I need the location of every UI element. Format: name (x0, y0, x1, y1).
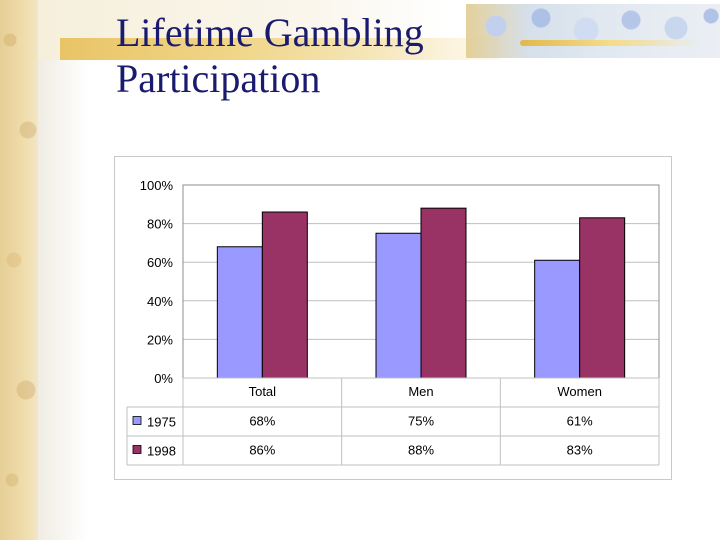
flower-decoration (466, 4, 720, 58)
chart-container: 0% 20% 40% 60% 80% 100% Total Men Women 1975 68% 75… (114, 156, 672, 480)
legend-label-1998: 1998 (147, 444, 176, 459)
data-table-value: 75% (408, 414, 434, 429)
bar-1975 (216, 246, 263, 379)
bar-1998 (420, 207, 467, 379)
legend-label-1975: 1975 (147, 415, 176, 430)
slide-title-line1: Lifetime Gambling (116, 10, 424, 55)
parchment-strip (0, 0, 38, 540)
y-tick-label: 80% (147, 217, 173, 232)
slide-title-line2: Participation (116, 56, 321, 101)
bar-1975 (534, 259, 581, 379)
flower-stem-decoration (520, 40, 700, 46)
data-table-value: 61% (567, 414, 593, 429)
data-table-value: 83% (567, 443, 593, 458)
data-table-value: 86% (249, 443, 275, 458)
data-table-value: 88% (408, 443, 434, 458)
legend-swatch-1998 (132, 445, 142, 454)
bar-chart: 0% 20% 40% 60% 80% 100% Total Men Women 1975 68% 75… (126, 178, 660, 466)
y-tick-label: 100% (140, 178, 174, 193)
bar-1998 (579, 217, 626, 379)
x-category-label: Women (557, 384, 602, 399)
y-tick-label: 40% (147, 294, 173, 309)
y-tick-label: 60% (147, 255, 173, 270)
bar-1998 (261, 211, 308, 379)
data-table-value: 68% (249, 414, 275, 429)
bar-1975 (375, 232, 422, 379)
slide-title: Lifetime Gambling Participation (116, 10, 424, 102)
x-category-label: Men (408, 384, 433, 399)
page-shadow (38, 60, 88, 540)
header-accent (60, 38, 500, 60)
y-tick-label: 20% (147, 332, 173, 347)
x-category-label: Total (249, 384, 277, 399)
legend-swatch-1975 (132, 416, 142, 425)
y-tick-label: 0% (154, 371, 173, 386)
